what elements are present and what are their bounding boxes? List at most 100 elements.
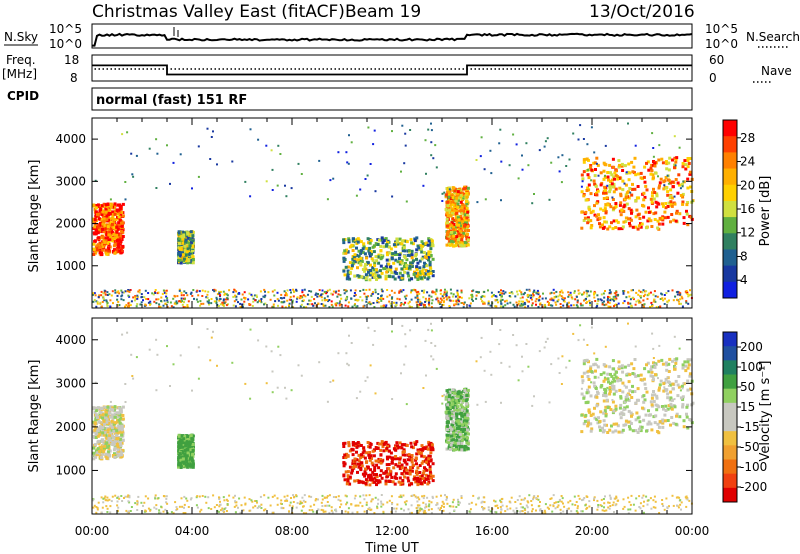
echo-cell (277, 145, 279, 147)
echo-cell (312, 305, 314, 307)
echo-cell (317, 303, 319, 305)
echo-cell (662, 205, 665, 208)
echo-cell (651, 201, 654, 204)
echo-cell (667, 175, 669, 177)
echo-cell (103, 241, 106, 244)
echo-cell (664, 294, 666, 296)
echo-cell (580, 227, 583, 230)
echo-cell (580, 211, 583, 214)
echo-cell (672, 289, 674, 291)
echo-cell (551, 298, 553, 300)
echo-cell (296, 301, 298, 303)
echo-cell (391, 130, 393, 132)
echo-cell (271, 149, 273, 151)
echo-cell (226, 293, 228, 295)
echo-cell (595, 185, 598, 188)
echo-cell (435, 293, 437, 295)
echo-cell (344, 292, 346, 294)
echo-cell (654, 211, 657, 214)
echo-cell (578, 139, 580, 141)
echo-cell (450, 289, 452, 291)
echo-cell (192, 245, 195, 248)
echo-cell (611, 197, 613, 199)
echo-cell (677, 294, 679, 296)
echo-cell (602, 227, 605, 230)
echo-cell (672, 181, 675, 184)
echo-cell (109, 415, 112, 418)
echo-cell (262, 296, 264, 298)
echo-cell (593, 297, 595, 299)
echo-cell (634, 157, 637, 160)
echo-cell (421, 444, 424, 447)
echo-cell (180, 153, 182, 155)
power-colorbar-label: Power [dB] (758, 176, 773, 247)
echo-cell (667, 290, 669, 292)
echo-cell (377, 293, 379, 295)
echo-cell (354, 292, 356, 294)
echo-cell (672, 185, 675, 188)
echo-cell (387, 263, 390, 266)
echo-cell (403, 476, 406, 479)
echo-cell (604, 175, 606, 177)
echo-cell (136, 305, 138, 307)
echo-cell (97, 243, 100, 246)
echo-cell (421, 240, 424, 243)
echo-cell (603, 220, 606, 223)
echo-cell (345, 298, 347, 300)
echo-cell (455, 300, 457, 302)
echo-cell (624, 183, 626, 185)
echo-cell (187, 259, 190, 262)
echo-cell (600, 183, 603, 186)
echo-cell (434, 291, 436, 293)
echo-cell (446, 299, 448, 301)
echo-cell (391, 257, 394, 260)
echo-cell (346, 482, 349, 485)
echo-cell (620, 209, 623, 212)
echo-cell (601, 293, 603, 295)
echo-cell (347, 305, 349, 307)
echo-cell (682, 165, 685, 168)
echo-cell (177, 252, 180, 255)
echo-cell (436, 166, 438, 168)
echo-cell (674, 135, 676, 137)
echo-cell (381, 272, 384, 275)
colorbar-segment (723, 233, 737, 250)
echo-cell (651, 132, 653, 134)
echo-cell (495, 299, 497, 301)
echo-cell (529, 290, 531, 292)
echo-cell (378, 443, 381, 446)
echo-cell (432, 258, 435, 261)
echo-cell (523, 293, 525, 295)
echo-cell (178, 300, 180, 302)
noise-search-label: N.Search (746, 30, 800, 44)
echo-cell (352, 237, 355, 240)
echo-cell (125, 198, 127, 200)
echo-cell (185, 458, 188, 461)
echo-cell (415, 258, 418, 261)
echo-cell (343, 249, 346, 252)
echo-cell (356, 471, 359, 474)
echo-cell (102, 296, 104, 298)
echo-cell (531, 299, 533, 301)
echo-cell (178, 231, 181, 234)
echo-cell (99, 411, 102, 414)
echo-cell (393, 447, 396, 450)
echo-cell (188, 300, 190, 302)
echo-cell (603, 170, 606, 173)
echo-cell (600, 298, 602, 300)
echo-cell (378, 239, 381, 242)
echo-cell (444, 291, 446, 293)
echo-cell (618, 303, 620, 305)
echo-cell (102, 449, 105, 452)
echo-cell (411, 454, 414, 457)
echo-cell (446, 233, 449, 236)
echo-cell (182, 457, 185, 460)
echo-cell (185, 254, 188, 257)
echo-cell (395, 472, 398, 475)
echo-cell (187, 452, 190, 455)
echo-cell (303, 294, 305, 296)
echo-cell (455, 197, 458, 200)
echo-cell (385, 482, 388, 485)
echo-cell (155, 138, 157, 140)
echo-cell (480, 298, 482, 300)
